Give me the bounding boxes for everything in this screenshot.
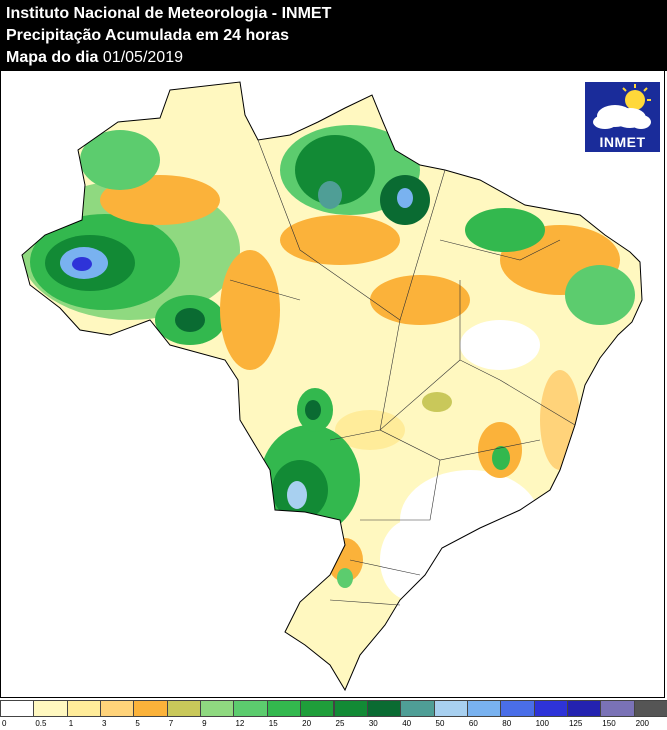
legend-tick: 3 — [102, 719, 107, 728]
legend-swatch — [500, 700, 535, 717]
legend-swatch — [200, 700, 235, 717]
legend-tick: 5 — [135, 719, 140, 728]
state-borders — [229, 139, 576, 606]
date-label: Mapa do dia — [6, 49, 99, 66]
legend-swatch — [600, 700, 635, 717]
logo-text: INMET — [599, 134, 646, 150]
legend-swatch — [400, 700, 435, 717]
sun-cloud-icon — [593, 84, 651, 129]
legend-tick: 30 — [368, 719, 378, 728]
legend-swatch — [333, 700, 368, 717]
legend-tick: 20 — [302, 719, 312, 728]
legend-swatch — [166, 700, 202, 717]
legend-tick: 9 — [202, 719, 207, 728]
map-header: Instituto Nacional de Meteorologia - INM… — [0, 0, 667, 71]
brazil-outline — [21, 81, 643, 692]
legend-swatch — [233, 700, 268, 717]
legend-tick: 7 — [168, 719, 174, 728]
institute-title: Instituto Nacional de Meteorologia - INM… — [6, 5, 332, 22]
legend-swatch — [266, 700, 302, 717]
legend-tick: 0.5 — [35, 719, 47, 728]
map-frame — [0, 71, 665, 698]
legend-tick: 200 — [635, 719, 649, 728]
legend-swatch — [133, 700, 168, 717]
legend-tick: 125 — [568, 719, 583, 728]
legend-tick: 150 — [602, 719, 616, 728]
map-date: 01/05/2019 — [102, 49, 183, 66]
map-title: Precipitação Acumulada em 24 horas — [6, 27, 290, 44]
legend-swatch — [466, 700, 502, 717]
legend-swatch — [566, 700, 602, 717]
legend-tick: 1 — [68, 719, 74, 728]
legend-swatch — [100, 700, 135, 717]
legend-swatch — [66, 700, 102, 717]
legend-swatch — [533, 700, 568, 717]
precipitation-field — [22, 82, 642, 690]
legend-tick: 40 — [402, 719, 412, 728]
legend-tick: 15 — [268, 719, 278, 728]
map-date-line: Mapa do dia 01/05/2019 — [6, 48, 183, 68]
legend-swatch — [33, 700, 68, 717]
legend-tick: 50 — [435, 719, 445, 728]
legend-swatch — [0, 700, 35, 717]
legend-tick: 80 — [502, 719, 512, 728]
precipitation-legend: 0 0.5 1 3 5 7 9 12 15 20 25 30 40 50 60 80 100 125 150 200 — [0, 700, 667, 730]
legend-swatch — [366, 700, 402, 717]
legend-tick: 12 — [235, 719, 245, 728]
brazil-precipitation-map — [21, 81, 643, 692]
legend-tick: 0 — [2, 719, 7, 728]
inmet-logo: INMET — [585, 82, 660, 152]
legend-swatch — [433, 700, 468, 717]
legend-tick: 25 — [335, 719, 345, 728]
legend-swatch — [300, 700, 335, 717]
legend-swatch — [633, 700, 667, 717]
legend-tick: 60 — [468, 719, 478, 728]
legend-tick: 100 — [535, 719, 549, 728]
